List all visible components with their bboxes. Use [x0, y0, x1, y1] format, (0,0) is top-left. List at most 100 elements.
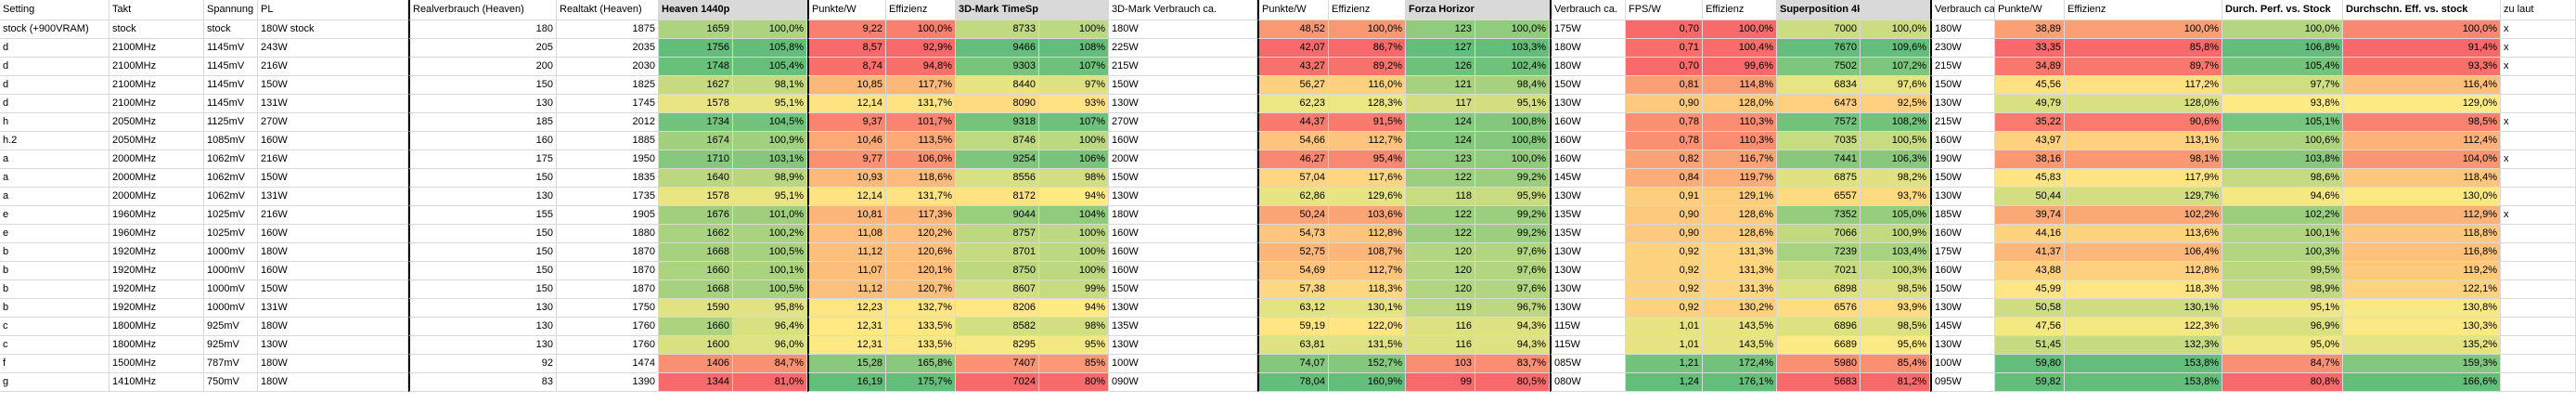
- table-cell[interactable]: 190W: [1930, 150, 1995, 169]
- table-cell[interactable]: 131,7%: [886, 188, 956, 206]
- table-cell[interactable]: 117,9%: [2065, 169, 2222, 188]
- table-cell[interactable]: 99,2%: [1475, 206, 1550, 225]
- table-cell[interactable]: 95,6%: [1861, 336, 1930, 355]
- table-cell[interactable]: 95,4%: [1329, 150, 1406, 169]
- table-cell[interactable]: 116,4%: [2343, 76, 2501, 95]
- table-cell[interactable]: 1748: [659, 58, 733, 76]
- table-cell[interactable]: 118,8%: [2343, 225, 2501, 243]
- table-cell[interactable]: 119,7%: [1703, 169, 1777, 188]
- table-cell[interactable]: 1000mV: [204, 280, 258, 299]
- table-cell[interactable]: 152,7%: [1329, 355, 1406, 373]
- table-cell[interactable]: [2501, 132, 2576, 150]
- table-cell[interactable]: 1025mV: [204, 206, 258, 225]
- table-cell[interactable]: 0,71: [1626, 39, 1703, 58]
- header-cell[interactable]: FPS/W: [1626, 0, 1703, 20]
- table-cell[interactable]: 100%: [1039, 225, 1109, 243]
- table-cell[interactable]: 106,0%: [886, 150, 956, 169]
- table-cell[interactable]: 100,5%: [733, 280, 807, 299]
- table-cell[interactable]: 100,1%: [733, 262, 807, 280]
- table-cell[interactable]: 2100MHz: [109, 95, 204, 113]
- table-cell[interactable]: 159,3%: [2343, 355, 2501, 373]
- table-cell[interactable]: 150W: [1109, 169, 1257, 188]
- table-cell[interactable]: 103,8%: [2222, 150, 2343, 169]
- table-cell[interactable]: 180W: [1109, 20, 1257, 39]
- table-cell[interactable]: 1960MHz: [109, 206, 204, 225]
- table-cell[interactable]: 135W: [1550, 206, 1626, 225]
- table-cell[interactable]: 120: [1406, 262, 1475, 280]
- table-cell[interactable]: [2501, 76, 2576, 95]
- table-cell[interactable]: 46,27: [1257, 150, 1329, 169]
- table-cell[interactable]: h: [0, 113, 109, 132]
- table-cell[interactable]: 12,23: [807, 299, 886, 318]
- table-cell[interactable]: 130,1%: [1329, 299, 1406, 318]
- table-cell[interactable]: 1660: [659, 262, 733, 280]
- table-cell[interactable]: 100,8%: [1475, 132, 1550, 150]
- table-cell[interactable]: 123: [1406, 20, 1475, 39]
- table-cell[interactable]: 1590: [659, 299, 733, 318]
- table-cell[interactable]: 130,2%: [1703, 299, 1777, 318]
- table-cell[interactable]: 11,08: [807, 225, 886, 243]
- table-cell[interactable]: 50,44: [1995, 188, 2065, 206]
- table-cell[interactable]: x: [2501, 150, 2576, 169]
- table-cell[interactable]: 118: [1406, 188, 1475, 206]
- table-cell[interactable]: 6689: [1777, 336, 1861, 355]
- table-cell[interactable]: 0,90: [1626, 206, 1703, 225]
- table-cell[interactable]: 117,6%: [1329, 169, 1406, 188]
- table-cell[interactable]: x: [2501, 20, 2576, 39]
- table-cell[interactable]: 1668: [659, 280, 733, 299]
- table-cell[interactable]: 118,6%: [886, 169, 956, 188]
- table-cell[interactable]: 112,7%: [1329, 132, 1406, 150]
- table-cell[interactable]: 150: [408, 225, 557, 243]
- table-cell[interactable]: 59,80: [1995, 355, 2065, 373]
- table-cell[interactable]: 107%: [1039, 113, 1109, 132]
- table-cell[interactable]: 150W: [1550, 76, 1626, 95]
- table-cell[interactable]: 34,89: [1995, 58, 2065, 76]
- table-cell[interactable]: 8,57: [807, 39, 886, 58]
- table-cell[interactable]: 6576: [1777, 299, 1861, 318]
- table-cell[interactable]: 8607: [956, 280, 1039, 299]
- table-cell[interactable]: 100,0%: [1703, 20, 1777, 39]
- header-cell[interactable]: [1039, 0, 1109, 20]
- table-cell[interactable]: 120,2%: [886, 225, 956, 243]
- table-cell[interactable]: 128,0%: [2065, 95, 2222, 113]
- table-cell[interactable]: 0,90: [1626, 95, 1703, 113]
- table-cell[interactable]: 6834: [1777, 76, 1861, 95]
- table-cell[interactable]: 116: [1406, 336, 1475, 355]
- table-cell[interactable]: e: [0, 206, 109, 225]
- table-cell[interactable]: 0,92: [1626, 243, 1703, 262]
- header-cell[interactable]: Punkte/W: [1257, 0, 1329, 20]
- table-cell[interactable]: 175: [408, 150, 557, 169]
- table-cell[interactable]: 0,70: [1626, 20, 1703, 39]
- table-cell[interactable]: 100,2%: [733, 225, 807, 243]
- table-cell[interactable]: 130: [408, 188, 557, 206]
- table-cell[interactable]: 44,16: [1995, 225, 2065, 243]
- table-cell[interactable]: 116,8%: [2343, 243, 2501, 262]
- table-cell[interactable]: 84,7%: [733, 355, 807, 373]
- table-cell[interactable]: 0,92: [1626, 280, 1703, 299]
- table-cell[interactable]: 98,4%: [1475, 76, 1550, 95]
- table-cell[interactable]: 131,5%: [1329, 336, 1406, 355]
- table-cell[interactable]: 215W: [1930, 113, 1995, 132]
- table-cell[interactable]: 130W: [1109, 188, 1257, 206]
- table-cell[interactable]: 119: [1406, 299, 1475, 318]
- table-cell[interactable]: 94,3%: [1475, 318, 1550, 336]
- table-cell[interactable]: 103,6%: [1329, 206, 1406, 225]
- table-cell[interactable]: 1676: [659, 206, 733, 225]
- table-cell[interactable]: 1062mV: [204, 169, 258, 188]
- table-cell[interactable]: 150: [408, 280, 557, 299]
- table-cell[interactable]: 10,46: [807, 132, 886, 150]
- table-cell[interactable]: 130: [408, 336, 557, 355]
- table-cell[interactable]: 98%: [1039, 169, 1109, 188]
- table-cell[interactable]: 8440: [956, 76, 1039, 95]
- table-cell[interactable]: stock: [204, 20, 258, 39]
- table-cell[interactable]: 107,2%: [1861, 58, 1930, 76]
- table-cell[interactable]: 95,8%: [733, 299, 807, 318]
- table-cell[interactable]: 160W: [1930, 225, 1995, 243]
- table-cell[interactable]: 215W: [1109, 58, 1257, 76]
- table-cell[interactable]: 116,0%: [1329, 76, 1406, 95]
- table-cell[interactable]: 98,1%: [2065, 150, 2222, 169]
- table-cell[interactable]: 1756: [659, 39, 733, 58]
- table-cell[interactable]: 1950: [557, 150, 659, 169]
- table-cell[interactable]: 103,3%: [1475, 39, 1550, 58]
- table-cell[interactable]: 94,8%: [886, 58, 956, 76]
